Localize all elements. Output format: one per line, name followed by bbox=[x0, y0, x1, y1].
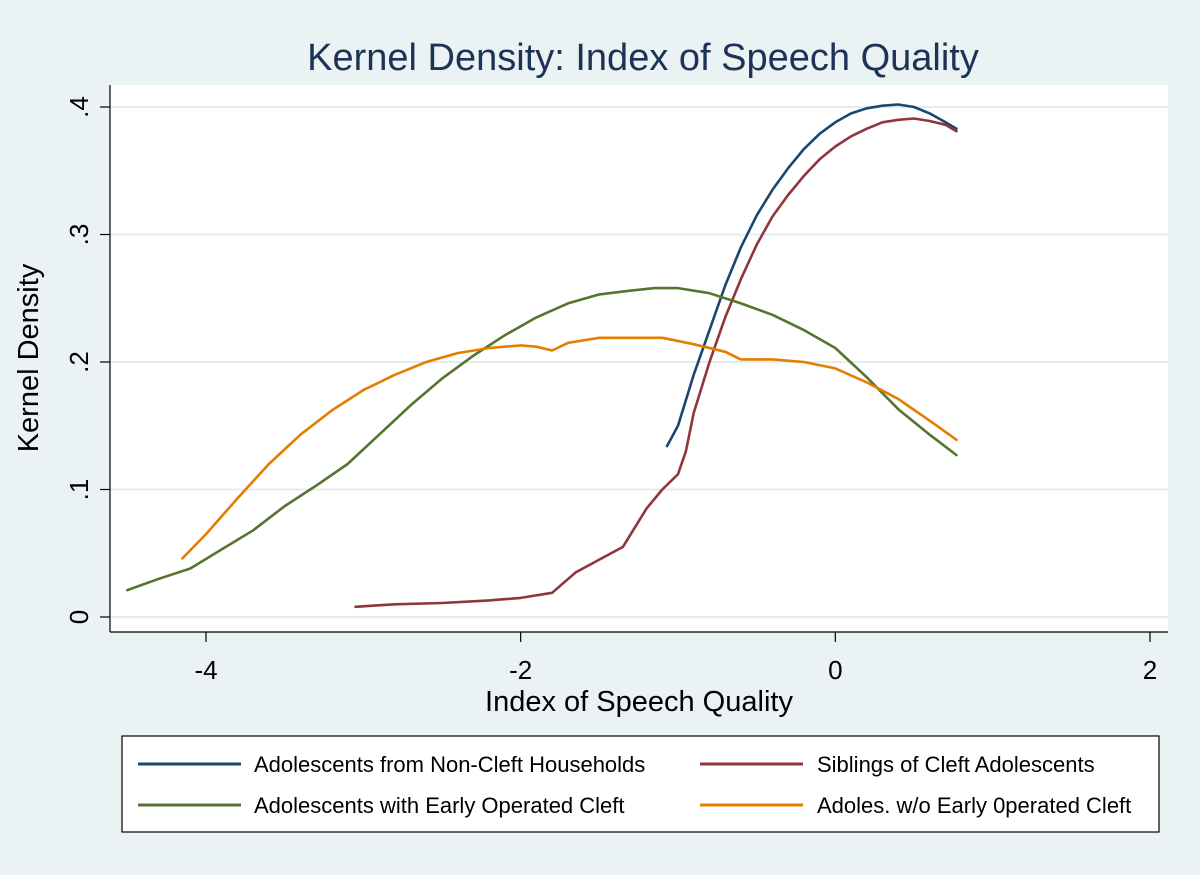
plot-area bbox=[110, 85, 1168, 632]
chart-title: Kernel Density: Index of Speech Quality bbox=[307, 37, 979, 79]
y-tick-label: 0 bbox=[64, 610, 94, 624]
grid-lines bbox=[111, 106, 1168, 618]
axis-ticks: 0 .1 .2 .3 .4 -4 -2 0 2 bbox=[64, 96, 1157, 685]
legend-item: Adolescents with Early Operated Cleft bbox=[138, 793, 625, 818]
legend-item: Siblings of Cleft Adolescents bbox=[700, 752, 1095, 777]
axes bbox=[109, 85, 1168, 633]
y-tick-label: .1 bbox=[64, 479, 94, 501]
x-tick-label: -2 bbox=[509, 655, 532, 685]
series-line bbox=[665, 103, 958, 448]
series-line bbox=[354, 117, 958, 609]
series-line bbox=[181, 336, 958, 560]
legend-label: Siblings of Cleft Adolescents bbox=[817, 752, 1095, 777]
legend-item: Adoles. w/o Early 0perated Cleft bbox=[700, 793, 1131, 818]
x-tick-label: 2 bbox=[1143, 655, 1157, 685]
y-tick-label: .4 bbox=[64, 96, 94, 118]
legend-item: Adolescents from Non-Cleft Households bbox=[138, 752, 645, 777]
legend-label: Adolescents from Non-Cleft Households bbox=[254, 752, 645, 777]
y-tick-label: .2 bbox=[64, 351, 94, 373]
legend-box bbox=[121, 735, 1160, 833]
y-axis-label: Kernel Density bbox=[13, 263, 45, 452]
series-lines bbox=[126, 103, 958, 609]
legend: Adolescents from Non-Cleft Households Si… bbox=[121, 735, 1160, 833]
x-axis-label: Index of Speech Quality bbox=[485, 686, 793, 718]
legend-label: Adoles. w/o Early 0perated Cleft bbox=[817, 793, 1131, 818]
y-tick-label: .3 bbox=[64, 224, 94, 246]
x-tick-label: -4 bbox=[194, 655, 217, 685]
series-line bbox=[126, 286, 958, 592]
legend-label: Adolescents with Early Operated Cleft bbox=[254, 793, 625, 818]
x-tick-label: 0 bbox=[828, 655, 842, 685]
